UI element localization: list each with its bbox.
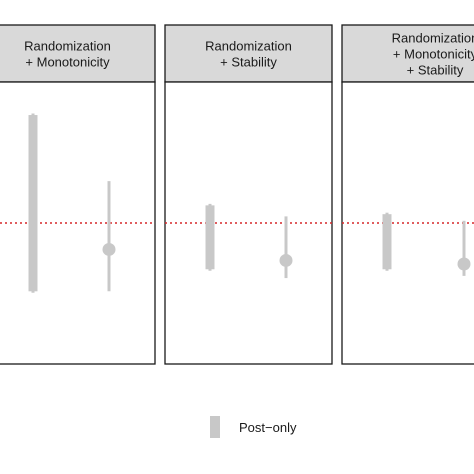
interval-bar bbox=[205, 205, 215, 270]
interval-bar bbox=[28, 115, 38, 292]
facet-strip bbox=[164, 24, 333, 83]
interval-point bbox=[279, 253, 293, 267]
facet-panel: Randomization+ Monotonicity+ Stability bbox=[341, 24, 474, 365]
interval-bar bbox=[382, 214, 392, 270]
facet-strip bbox=[0, 24, 156, 83]
facet-panel: Randomization+ Stability bbox=[164, 24, 333, 365]
facet-strip-label: + Monotonicity bbox=[25, 55, 110, 70]
facet-panel: Randomization+ Monotonicity bbox=[0, 24, 156, 365]
interval-point bbox=[457, 257, 471, 271]
facet-plot-area bbox=[164, 81, 333, 365]
facet-strip-label: + Monotonicity bbox=[393, 47, 474, 62]
interval-point bbox=[102, 242, 116, 256]
legend-key bbox=[210, 416, 220, 438]
facet-strip-label: Randomization bbox=[205, 39, 292, 54]
legend-label: Post−only bbox=[239, 420, 297, 435]
legend: Post−only bbox=[210, 416, 297, 438]
facet-strip-label: Randomization bbox=[24, 39, 111, 54]
facet-strip-label: + Stability bbox=[220, 55, 277, 70]
facet-strip-label: Randomization bbox=[392, 31, 474, 46]
facet-panels: Randomization+ MonotonicityRandomization… bbox=[0, 24, 474, 365]
facet-strip-label: + Stability bbox=[407, 63, 464, 78]
